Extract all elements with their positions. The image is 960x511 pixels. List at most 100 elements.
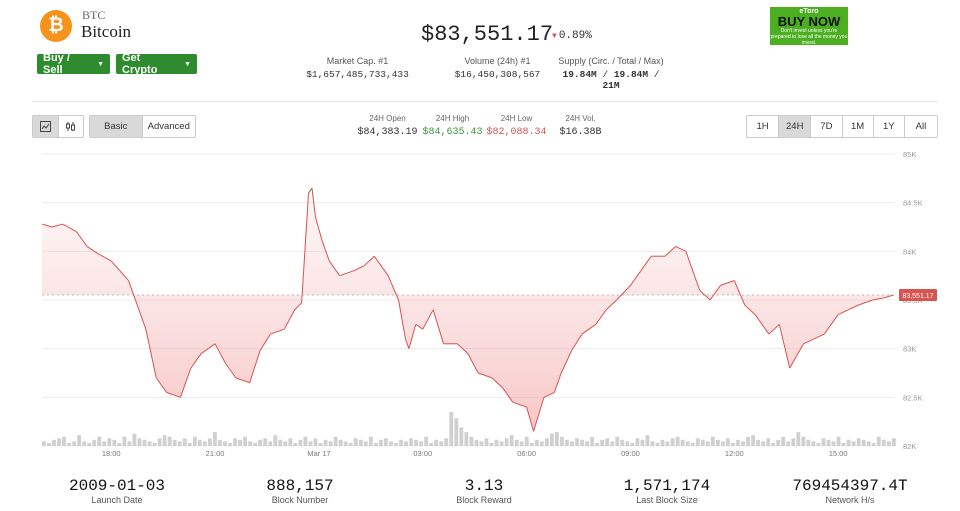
- get-crypto-label: Get Crypto: [122, 52, 158, 76]
- price-line-segment: [259, 333, 271, 351]
- volume-bar: [675, 436, 680, 446]
- volume-bar: [534, 439, 539, 446]
- caret-down-icon: ▼: [184, 60, 191, 68]
- supply-circ: 19.84M: [562, 69, 597, 80]
- price-line-segment: [858, 299, 873, 306]
- volume-bar: [213, 432, 217, 446]
- volume-bar: [253, 442, 258, 446]
- price-line-segment: [813, 333, 825, 340]
- volume-bar: [57, 438, 61, 446]
- price-line-segment: [41, 223, 53, 228]
- volume-bar: [585, 441, 590, 446]
- price-line-segment: [848, 304, 860, 311]
- candlestick-icon[interactable]: [59, 116, 84, 137]
- price-line-segment: [789, 343, 804, 369]
- footer-stat-label: Network H/s: [825, 495, 875, 505]
- x-tick-label: 12:00: [725, 449, 744, 458]
- price-line-segment: [190, 353, 202, 369]
- price-area: [42, 188, 894, 432]
- footer-stat-value: 3.13: [464, 477, 504, 495]
- chart-type-toggle: [32, 115, 84, 138]
- price-chart[interactable]: 85K84.5K84K83.5K83K82.5K82K18:0021:00Mar…: [0, 140, 960, 470]
- price-line-segment: [533, 397, 545, 432]
- volume-bar: [192, 436, 197, 446]
- price-line-segment: [200, 343, 216, 354]
- mode-basic-button[interactable]: Basic: [90, 116, 143, 137]
- volume-bar: [373, 442, 378, 446]
- volume-bar: [570, 441, 574, 446]
- footer-stat-label: Last Block Size: [636, 495, 698, 505]
- range-7d-button[interactable]: 7D: [811, 116, 843, 137]
- mode-advanced-button[interactable]: Advanced: [147, 121, 190, 132]
- price-line-segment: [477, 372, 493, 379]
- volume-bar: [318, 442, 323, 446]
- range-1h-button[interactable]: 1H: [747, 116, 780, 137]
- volume-bar: [826, 439, 831, 446]
- range-1m-button[interactable]: 1M: [843, 116, 874, 137]
- volume-bar: [72, 441, 77, 446]
- volume-bar: [690, 442, 695, 446]
- volume-bar: [197, 439, 202, 446]
- buy-sell-button[interactable]: Buy / Sell ▼: [37, 52, 110, 76]
- volume-bar: [605, 438, 610, 446]
- volume-bar: [856, 438, 861, 446]
- ad-banner[interactable]: eToro BUY NOW Don't invest unless you're…: [770, 7, 848, 46]
- price-line-segment: [640, 255, 652, 272]
- volume-bar: [539, 441, 544, 446]
- volume-bar: [182, 438, 187, 446]
- current-price-tag: [899, 289, 937, 302]
- price-line-segment: [321, 241, 330, 262]
- volume-bar: [47, 442, 51, 446]
- price-line-segment: [675, 246, 687, 252]
- footer-stat-value: 769454397.4T: [792, 477, 908, 495]
- volume-bar: [157, 438, 162, 446]
- volume-bar: [494, 439, 499, 446]
- volume-bar: [419, 441, 424, 446]
- volume-bar: [876, 436, 881, 446]
- price-line-segment: [128, 280, 147, 330]
- price-line-segment: [501, 387, 514, 403]
- price-line-segment: [110, 260, 129, 281]
- price-line-segment: [733, 280, 746, 306]
- price-line-segment: [235, 377, 250, 384]
- volume-bar: [409, 438, 413, 446]
- volume-bar: [650, 441, 655, 446]
- volume-bar: [519, 441, 524, 446]
- price-line-segment: [52, 223, 63, 228]
- x-tick-label: 15:00: [829, 449, 848, 458]
- price-line-segment: [301, 192, 310, 303]
- volume-bar: [187, 442, 192, 446]
- volume-bar: [555, 432, 559, 446]
- high-label: 24H High: [435, 114, 470, 123]
- vol-label: 24H Vol.: [565, 114, 596, 123]
- line-chart-icon[interactable]: [33, 116, 59, 137]
- open-value: $84,383.19: [357, 127, 418, 138]
- price-line-segment: [353, 265, 365, 272]
- volume-bar: [87, 442, 92, 446]
- volume-bar: [575, 438, 579, 446]
- volume-bar: [776, 439, 781, 446]
- footer-stat-label: Block Reward: [456, 495, 512, 505]
- market-cap-label: Market Cap. #1: [326, 56, 389, 66]
- volume-bar: [710, 436, 715, 446]
- volume-bar: [439, 441, 444, 446]
- range-all-button[interactable]: All: [915, 121, 927, 132]
- volume-bar: [429, 442, 434, 446]
- price-line-segment: [685, 251, 701, 291]
- volume-bar: [52, 439, 56, 446]
- volume-bar: [343, 441, 348, 446]
- x-tick-label: 09:00: [621, 449, 640, 458]
- volume-bar: [625, 441, 630, 446]
- volume-bar: [378, 439, 383, 446]
- volume-bar: [741, 441, 745, 446]
- price-line-segment: [97, 252, 112, 262]
- range-24h-button[interactable]: 24H: [779, 116, 812, 137]
- x-tick-label: 03:00: [413, 449, 432, 458]
- volume-bar: [891, 438, 896, 446]
- footer-stat-label: Block Number: [271, 495, 329, 505]
- volume-bar: [42, 441, 46, 446]
- volume-bar: [97, 436, 102, 446]
- get-crypto-button[interactable]: Get Crypto ▼: [116, 52, 197, 76]
- range-1y-button[interactable]: 1Y: [874, 116, 905, 137]
- volume-bar: [560, 436, 564, 446]
